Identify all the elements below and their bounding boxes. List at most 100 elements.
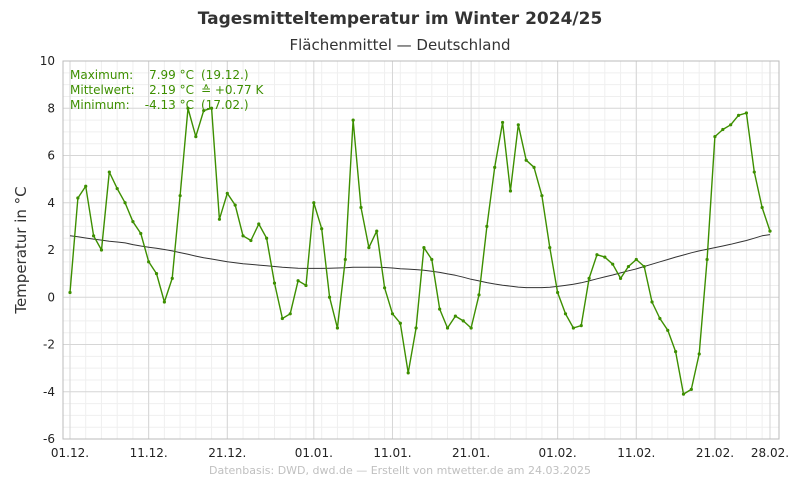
stats-mean-extra: ≙ +0.77 K [201, 83, 264, 97]
data-point [571, 326, 575, 330]
data-point [131, 220, 135, 224]
data-point [139, 231, 143, 236]
data-point [729, 123, 733, 127]
stats-min-label: Minimum: [70, 98, 130, 112]
x-tick-label: 01.01. [295, 446, 333, 460]
y-tick-label: 0 [47, 290, 55, 304]
data-point [162, 300, 166, 304]
y-tick-label: 2 [47, 243, 55, 257]
data-point [398, 321, 402, 325]
y-tick-label: 10 [40, 54, 55, 68]
x-tick-label: 01.02. [539, 446, 577, 460]
y-tick-label: -6 [43, 432, 55, 446]
data-point [634, 257, 638, 262]
data-point [469, 326, 473, 330]
data-point [390, 312, 395, 316]
data-point [532, 165, 536, 169]
data-point [335, 326, 340, 330]
data-point [288, 312, 292, 316]
x-tick-label: 28.02. [751, 446, 789, 460]
data-point [91, 234, 96, 238]
plot-frame [62, 60, 780, 440]
data-point [587, 276, 591, 280]
data-point [375, 229, 379, 233]
data-point [705, 257, 709, 262]
data-point [351, 118, 355, 122]
x-tick-label: 21.02. [696, 446, 734, 460]
data-point [170, 276, 174, 280]
data-point [603, 255, 607, 259]
data-point [563, 312, 568, 316]
data-point [217, 217, 222, 221]
y-tick-label: -4 [43, 385, 55, 399]
series-line-daily [69, 107, 771, 395]
y-tick-label: 8 [47, 101, 55, 115]
data-point [233, 203, 237, 207]
data-point [445, 326, 450, 330]
data-point [595, 253, 599, 257]
data-point [493, 165, 497, 169]
x-tick-label: 11.01. [373, 446, 411, 460]
data-point [147, 260, 151, 264]
data-point [697, 352, 701, 356]
data-point [76, 196, 80, 200]
chart-subtitle: Flächenmittel — Deutschland [289, 36, 510, 54]
x-tick-label: 21.01. [452, 446, 490, 460]
data-point [178, 194, 182, 198]
data-point [202, 109, 206, 113]
data-point [257, 222, 261, 226]
data-point [123, 201, 127, 205]
data-point [516, 123, 520, 127]
data-point [642, 264, 646, 269]
x-tick-label: 21.12. [208, 446, 246, 460]
data-point [674, 349, 678, 354]
data-point [744, 111, 749, 115]
data-point [367, 246, 371, 250]
data-point [84, 184, 88, 188]
data-point [579, 324, 583, 328]
data-point [241, 234, 245, 238]
credit-line: Datenbasis: DWD, dwd.de — Erstellt von m… [209, 464, 591, 477]
data-point [406, 371, 410, 375]
data-point [618, 276, 623, 280]
series-line-mean [69, 234, 771, 289]
series-layer [68, 106, 772, 396]
data-point [115, 186, 119, 191]
x-tick-label: 11.12. [130, 446, 168, 460]
data-point [225, 191, 229, 195]
data-point [68, 290, 72, 295]
data-point [312, 201, 316, 205]
data-point [453, 314, 457, 318]
data-point [485, 224, 489, 228]
x-tick-label: 01.12. [51, 446, 89, 460]
stats-mean-value: 2.19 °C [149, 83, 194, 97]
y-axis-ticks: -6 -4 -2 0 2 4 6 8 10 [40, 54, 55, 446]
data-point [343, 257, 347, 262]
data-point [359, 205, 363, 210]
data-point [320, 227, 324, 231]
data-point [304, 283, 308, 288]
stats-min-extra: (17.02.) [201, 98, 249, 112]
data-point [611, 262, 615, 266]
data-point [477, 293, 481, 297]
stats-max-value: 7.99 °C [149, 68, 194, 82]
data-point [209, 106, 214, 110]
x-tick-label: 11.02. [617, 446, 655, 460]
data-point [736, 113, 741, 117]
data-point [265, 236, 269, 240]
data-point [650, 300, 654, 304]
data-point [414, 326, 418, 330]
data-point [280, 316, 284, 321]
data-point [524, 158, 528, 162]
data-point [658, 316, 662, 321]
y-tick-label: -2 [43, 338, 55, 352]
data-point [713, 135, 717, 139]
data-point [327, 295, 332, 299]
data-point [760, 205, 764, 210]
stats-box: Maximum: 7.99 °C (19.12.) Mittelwert: 2.… [70, 68, 264, 112]
data-point [249, 238, 253, 243]
data-point [681, 392, 686, 396]
data-point [461, 319, 465, 323]
data-point [768, 229, 772, 233]
